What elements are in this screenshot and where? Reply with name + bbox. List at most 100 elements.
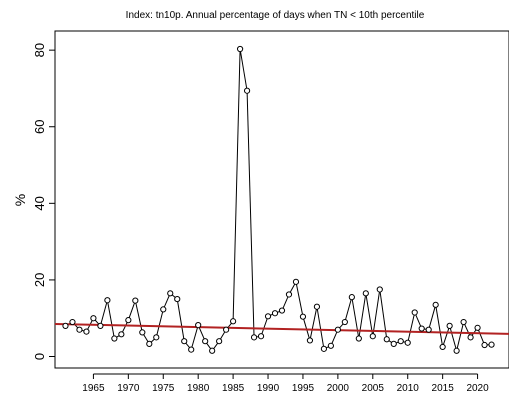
data-point-1996 (306, 337, 314, 344)
x-tick-label-11: 2020 (466, 383, 489, 394)
data-point-1979 (188, 346, 195, 353)
data-point-1975 (160, 306, 167, 313)
x-tick-label-5: 1990 (257, 383, 280, 394)
series-segment-16 (177, 301, 185, 339)
data-point-2019 (467, 334, 474, 341)
series-segment-24 (232, 51, 241, 319)
series-segment-22 (220, 331, 226, 340)
series-segment-26 (246, 93, 255, 335)
y-axis: 0 20 40 60 80 (32, 43, 55, 360)
chart-title: Index: tn10p. Annual percentage of days … (126, 10, 425, 21)
series-segment-55 (449, 328, 457, 349)
series-segment-6 (107, 302, 115, 337)
data-point-1981 (202, 338, 209, 345)
series-segment-8 (122, 322, 128, 333)
y-tick-label-3: 60 (32, 120, 47, 134)
data-point-1961 (62, 322, 69, 329)
trend-line-group (54, 322, 509, 335)
data-point-1977 (174, 295, 181, 303)
data-point-1987 (243, 87, 251, 94)
x-tick-label-2: 1975 (152, 383, 175, 394)
series-segment-31 (282, 296, 289, 309)
data-point-1982 (209, 347, 216, 354)
data-point-2005 (369, 333, 376, 340)
data-point-1985 (230, 318, 237, 325)
data-point-1993 (285, 291, 293, 298)
series-segment-35 (309, 309, 317, 338)
x-tick-label-3: 1980 (187, 383, 210, 394)
series-segment-17 (185, 342, 190, 348)
y-axis-label: % (12, 194, 28, 206)
data-point-1972 (139, 329, 146, 336)
data-point-2014 (432, 301, 439, 308)
data-points (62, 45, 495, 354)
series-segment-14 (163, 295, 170, 308)
data-point-1994 (292, 278, 300, 285)
data-point-2009 (397, 338, 404, 345)
data-point-2010 (404, 339, 411, 346)
series-segment-56 (456, 324, 464, 349)
data-point-2017 (453, 347, 460, 354)
series-segment-15 (171, 294, 176, 298)
x-tick-label-6: 1995 (292, 383, 315, 394)
series-segment-33 (295, 284, 303, 315)
y-tick-label-0: 0 (32, 353, 47, 360)
data-point-2018 (460, 318, 467, 326)
plot-frame (54, 30, 509, 369)
data-point-1992 (278, 307, 286, 314)
data-point-1998 (320, 345, 328, 352)
series-segment-28 (261, 318, 268, 334)
data-point-1989 (257, 333, 265, 340)
data-point-1980 (195, 322, 202, 329)
series-segment-12 (150, 338, 155, 343)
data-point-1984 (223, 326, 230, 333)
series-segment-42 (358, 295, 366, 337)
series-segment-38 (331, 331, 338, 344)
data-point-1968 (111, 335, 118, 342)
data-point-1974 (153, 334, 160, 341)
series-segment-40 (345, 299, 352, 320)
trend-line (54, 322, 509, 335)
series-segment-21 (213, 342, 219, 349)
series-segment-43 (365, 295, 373, 334)
series-segment-53 (435, 307, 443, 345)
data-point-1999 (327, 342, 334, 349)
series-segment-32 (289, 283, 296, 293)
series-segment-50 (415, 314, 422, 327)
data-point-1969 (118, 331, 125, 338)
data-point-1976 (167, 290, 174, 297)
y-tick-label-2: 40 (32, 196, 47, 210)
x-tick-label-7: 2000 (327, 383, 350, 394)
data-point-1963 (76, 326, 83, 333)
data-point-2006 (376, 286, 383, 293)
data-point-1997 (313, 303, 321, 310)
data-point-1983 (216, 338, 223, 345)
series-segment-4 (94, 319, 100, 325)
y-tick-label-4: 80 (32, 43, 47, 57)
y-tick-label-1: 20 (32, 273, 47, 287)
series-segment-5 (100, 302, 108, 324)
data-point-1964 (83, 328, 90, 335)
data-point-2007 (383, 336, 390, 343)
data-point-2011 (411, 309, 418, 316)
data-point-2020 (474, 324, 481, 331)
data-point-1978 (181, 338, 188, 345)
data-point-2015 (439, 343, 446, 351)
data-point-1965 (90, 315, 97, 322)
data-point-2001 (341, 318, 348, 326)
x-tick-label-8: 2005 (362, 383, 385, 394)
data-point-2003 (355, 335, 362, 342)
data-point-2004 (362, 290, 369, 297)
data-point-1971 (132, 297, 139, 304)
data-point-1990 (264, 313, 272, 320)
data-point-2002 (348, 294, 355, 301)
x-tick-label-9: 2010 (397, 383, 420, 394)
series-segment-19 (198, 327, 205, 340)
data-point-1962 (69, 318, 76, 326)
series-segment-45 (379, 291, 387, 337)
x-tick-label-0: 1965 (82, 383, 105, 394)
data-point-1988 (250, 334, 258, 341)
data-point-2021 (481, 341, 488, 349)
data-point-2013 (425, 326, 432, 333)
